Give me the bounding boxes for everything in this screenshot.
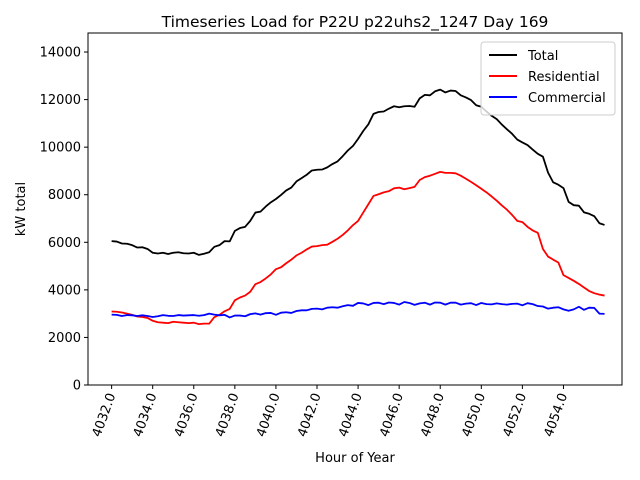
series-line-commercial — [111, 301, 605, 319]
y-tick-label: 6000 — [48, 236, 81, 251]
x-axis-label: Hour of Year — [315, 451, 395, 466]
y-tick-label: 14000 — [40, 46, 81, 61]
y-tick-label: 0 — [73, 379, 81, 394]
legend-label-commercial: Commercial — [528, 91, 606, 106]
y-tick-label: 12000 — [40, 93, 81, 108]
y-tick-label: 10000 — [40, 141, 81, 156]
series-line-total — [111, 88, 605, 256]
legend-label-total: Total — [527, 49, 558, 64]
chart-title: Timeseries Load for P22U p22uhs2_1247 Da… — [161, 13, 549, 32]
y-tick-label: 2000 — [48, 331, 81, 346]
y-tick-label: 4000 — [48, 283, 81, 298]
legend-label-residential: Residential — [528, 70, 600, 85]
y-axis-label: kW total — [14, 182, 29, 236]
plot-frame — [87, 32, 623, 386]
plot-lines — [111, 88, 605, 326]
series-line-residential — [111, 170, 605, 326]
legend: Total Residential Commercial — [480, 41, 616, 116]
y-tick-label: 8000 — [48, 188, 81, 203]
